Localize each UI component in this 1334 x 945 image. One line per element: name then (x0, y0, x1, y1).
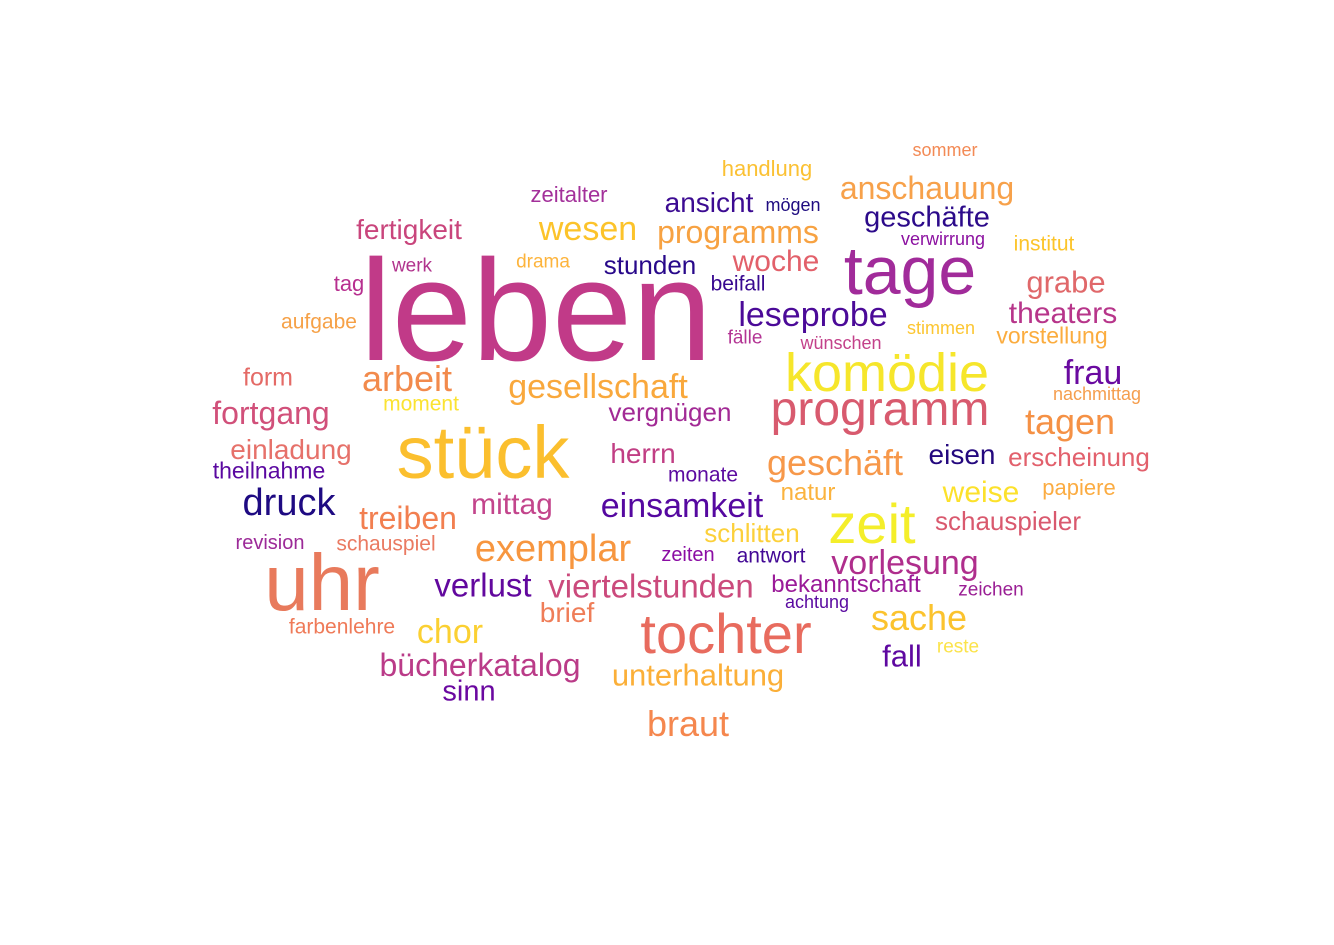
word: leseprobe (738, 296, 888, 334)
word: nachmittag (1052, 384, 1142, 404)
word: schauspieler (935, 506, 1081, 536)
word: einsamkeit (600, 487, 764, 525)
word: stunden (603, 250, 697, 280)
word: erscheinung (1008, 442, 1150, 472)
word: monate (667, 463, 739, 487)
word: farbenlehre (288, 615, 396, 639)
word: geschäfte (864, 201, 990, 234)
word: programms (657, 214, 819, 250)
word: revision (235, 532, 305, 554)
word: vorstellung (996, 322, 1108, 349)
word: achtung (784, 592, 850, 612)
word: chor (416, 613, 484, 651)
word: unterhaltung (611, 657, 785, 693)
word: arbeit (361, 358, 453, 399)
word: herrn (610, 438, 676, 469)
word: einladung (230, 434, 352, 465)
word: wesen (538, 210, 638, 248)
word: druck (242, 482, 336, 524)
word: vergnügen (608, 397, 732, 427)
word: brief (539, 597, 595, 628)
word: tagen (1024, 401, 1116, 442)
word: wünschen (800, 333, 882, 353)
word: theilnahme (212, 457, 326, 484)
word: stimmen (906, 318, 976, 338)
word: form (243, 363, 293, 392)
word: theaters (1008, 297, 1118, 330)
word: beifall (710, 272, 766, 296)
word: sommer (912, 140, 978, 160)
word: moment (383, 392, 459, 416)
word: vorlesung (831, 544, 979, 582)
word: zeitalter (530, 182, 608, 207)
word: natur (780, 479, 836, 506)
word: tage (843, 233, 977, 309)
word: leben (359, 230, 713, 391)
word: bekanntschaft (771, 571, 921, 598)
word: drama (516, 251, 570, 273)
word: schauspiel (336, 532, 436, 556)
word: aufgabe (281, 310, 357, 334)
word: anschauung (839, 170, 1015, 206)
word: handlung (721, 156, 813, 181)
word: antwort (736, 544, 806, 568)
word: fälle (727, 327, 763, 349)
word: verwirrung (900, 229, 986, 249)
word: komödie (784, 343, 990, 403)
word: fortgang (212, 395, 330, 431)
word: woche (732, 245, 820, 278)
word: werk (391, 255, 433, 277)
word: sache (870, 597, 968, 638)
word: fall (882, 638, 922, 674)
word: frau (1063, 354, 1123, 392)
word: verlust (434, 566, 532, 604)
word: papiere (1042, 475, 1116, 500)
word: treiben (359, 500, 457, 536)
word: institut (1013, 232, 1075, 256)
word: mittag (471, 488, 553, 521)
word: sinn (442, 675, 496, 708)
word: geschäft (766, 442, 904, 483)
word: uhr (264, 538, 380, 627)
word: viertelstunden (548, 567, 754, 605)
word: fertigkeit (356, 214, 462, 245)
word: grabe (1026, 264, 1106, 300)
word: eisen (928, 439, 996, 470)
word: programm (770, 383, 990, 436)
word: mögen (765, 195, 821, 215)
word: tag (333, 271, 365, 296)
word: schlitten (704, 518, 800, 548)
word: tochter (640, 602, 812, 665)
word: ansicht (664, 187, 754, 218)
word: braut (646, 703, 730, 744)
word: stück (396, 411, 570, 494)
word: gesellschaft (508, 368, 688, 406)
word: weise (942, 476, 1020, 509)
word: zeit (828, 492, 916, 555)
word: bücherkatalog (379, 647, 581, 683)
word: exemplar (474, 528, 632, 570)
word: zeichen (958, 579, 1024, 601)
word: reste (936, 636, 980, 658)
word: zeiten (661, 544, 715, 566)
